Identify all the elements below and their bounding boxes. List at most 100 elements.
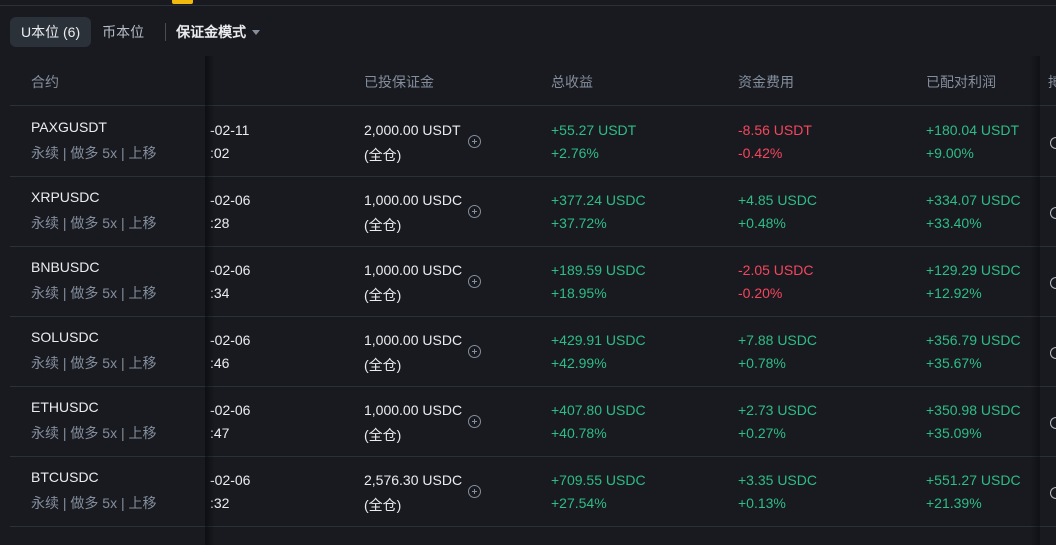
contract-detail: 永续 | 做多 5x | 上移 <box>31 215 157 231</box>
margin-mode: (全仓) <box>364 287 402 303</box>
header-funding-fee: 资金费用 <box>738 74 794 90</box>
symbol[interactable]: SOLUSDC <box>31 329 99 345</box>
table-row[interactable]: SOLUSDC 永续 | 做多 5x | 上移 -02-06 :46 1,000.00 … <box>10 317 1056 387</box>
margin-amount: 1,000.00 USDC <box>364 192 463 208</box>
total-pnl: +55.27 USDT <box>551 122 637 138</box>
table-row[interactable]: ETHUSDC 永续 | 做多 5x | 上移 -02-06:47 1,000.00 … <box>10 387 1056 457</box>
symbol[interactable]: XRPUSDC <box>31 189 100 205</box>
refresh-icon[interactable] <box>1050 417 1056 429</box>
margin-amount: 2,000.00 USDT <box>364 122 461 138</box>
matched-profit: +334.07 USDC <box>926 192 1021 208</box>
refresh-icon[interactable] <box>1050 487 1056 499</box>
total-pnl-percent: +40.78% <box>551 425 607 441</box>
funding-fee-percent: -0.42% <box>738 145 783 161</box>
matched-profit: +551.27 USDC <box>926 472 1021 488</box>
funding-fee-percent: +0.27% <box>738 425 786 441</box>
funding-fee: +7.88 USDC <box>738 332 817 348</box>
created-time: :47 <box>210 425 230 441</box>
contract-detail: 永续 | 做多 5x | 上移 <box>31 145 157 161</box>
margin-mode-label: 保证金模式 <box>176 24 247 40</box>
symbol[interactable]: BTCUSDC <box>31 469 99 485</box>
chevron-down-icon <box>252 29 261 35</box>
add-margin-icon[interactable] <box>468 415 481 428</box>
matched-profit-percent: +35.09% <box>926 425 982 441</box>
margin-mode: (全仓) <box>364 147 402 163</box>
total-pnl: +429.91 USDC <box>551 332 646 348</box>
tab-coinm[interactable]: 币本位 <box>102 24 145 40</box>
refresh-icon[interactable] <box>1050 347 1056 359</box>
created-date: -02-11 <box>210 122 250 138</box>
header-margin: 已投保证金 <box>364 74 434 90</box>
add-margin-icon[interactable] <box>468 485 481 498</box>
funding-fee-percent: +0.13% <box>738 495 786 511</box>
add-margin-icon[interactable] <box>468 205 481 218</box>
contract-detail: 永续 | 做多 5x | 上移 <box>31 285 157 301</box>
matched-profit: +129.29 USDC <box>926 262 1021 278</box>
total-pnl-percent: +37.72% <box>551 215 607 231</box>
add-margin-icon[interactable] <box>468 135 481 148</box>
margin-mode: (全仓) <box>364 217 402 233</box>
table-row[interactable]: BNBUSDC 永续 | 做多 5x | 上移 -02-06:34 1,000.00 … <box>10 247 1056 317</box>
scroll-shadow-right <box>1030 56 1040 545</box>
created-time: :46 <box>210 355 230 371</box>
top-divider <box>0 0 1056 6</box>
created-date: -02-06 <box>210 192 251 208</box>
funding-fee-percent: +0.78% <box>738 355 786 371</box>
created-date: -02-06 <box>210 262 251 278</box>
matched-profit: +350.98 USDC <box>926 402 1021 418</box>
total-pnl: +377.24 USDC <box>551 192 646 208</box>
margin-amount: 1,000.00 USDC <box>364 332 463 348</box>
tab-divider <box>165 23 167 41</box>
funding-fee: -2.05 USDC <box>738 262 814 278</box>
table-row[interactable]: XRPUSDC 永续 | 做多 5x | 上移 -02-06 :28 1,000.00 … <box>10 177 1056 247</box>
total-pnl-percent: +27.54% <box>551 495 607 511</box>
created-date: -02-06 <box>210 472 251 488</box>
funding-fee-percent: +0.48% <box>738 215 786 231</box>
header-total-pnl: 总收益 <box>551 74 593 90</box>
active-nav-indicator <box>172 0 193 4</box>
margin-mode-dropdown[interactable]: 保证金模式 <box>172 22 264 42</box>
matched-profit-percent: +12.92% <box>926 285 982 301</box>
header-contract: 合约 <box>31 74 59 90</box>
tab-usdm[interactable]: U本位 (6) <box>10 17 92 47</box>
matched-profit: +356.79 USDC <box>926 332 1021 348</box>
matched-profit-percent: +21.39% <box>926 495 982 511</box>
scroll-shadow-left <box>205 56 215 545</box>
total-pnl-percent: +18.95% <box>551 285 607 301</box>
matched-profit-percent: +9.00% <box>926 145 974 161</box>
refresh-icon[interactable] <box>1050 207 1056 219</box>
position-tabs: U本位 (6) 币本位 保证金模式 <box>10 17 264 47</box>
table-row[interactable]: BTCUSDC 永续 | 做多 5x | 上移 -02-06:32 2,576.30 … <box>10 457 1056 527</box>
created-time: :28 <box>210 215 230 231</box>
table-row[interactable]: PAXGUSDT 永续 | 做多 5x | 上移 -02-11:02 2,000.00… <box>10 107 1056 177</box>
margin-mode: (全仓) <box>364 427 402 443</box>
contract-detail: 永续 | 做多 5x | 上移 <box>31 425 157 441</box>
header-partial: 搏 <box>1048 74 1056 90</box>
header-matched-profit: 已配对利润 <box>926 74 996 90</box>
funding-fee: +4.85 USDC <box>738 192 817 208</box>
created-date: -02-06 <box>210 402 251 418</box>
total-pnl: +709.55 USDC <box>551 472 646 488</box>
margin-mode: (全仓) <box>364 357 402 373</box>
matched-profit: +180.04 USDT <box>926 122 1019 138</box>
total-pnl: +407.80 USDC <box>551 402 646 418</box>
funding-fee-percent: -0.20% <box>738 285 783 301</box>
contract-detail: 永续 | 做多 5x | 上移 <box>31 495 157 511</box>
created-time: :34 <box>210 285 230 301</box>
created-date: -02-06 <box>210 332 251 348</box>
refresh-icon[interactable] <box>1050 277 1056 289</box>
symbol[interactable]: BNBUSDC <box>31 259 100 275</box>
total-pnl-percent: +42.99% <box>551 355 607 371</box>
matched-profit-percent: +35.67% <box>926 355 982 371</box>
funding-fee: +3.35 USDC <box>738 472 817 488</box>
symbol[interactable]: PAXGUSDT <box>31 119 107 135</box>
total-pnl: +189.59 USDC <box>551 262 646 278</box>
refresh-icon[interactable] <box>1050 137 1056 149</box>
symbol[interactable]: ETHUSDC <box>31 399 99 415</box>
funding-fee: +2.73 USDC <box>738 402 817 418</box>
table-header: 合约 已投保证金 总收益 资金费用 已配对利润 搏 <box>10 56 1056 106</box>
contract-detail: 永续 | 做多 5x | 上移 <box>31 355 157 371</box>
add-margin-icon[interactable] <box>468 345 481 358</box>
add-margin-icon[interactable] <box>468 275 481 288</box>
margin-amount: 2,576.30 USDC <box>364 472 463 488</box>
